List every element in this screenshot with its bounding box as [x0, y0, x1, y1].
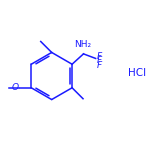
Text: F: F — [97, 61, 102, 70]
Text: O: O — [12, 83, 19, 92]
Text: F: F — [97, 52, 102, 61]
Text: F: F — [97, 56, 102, 65]
Text: HCl: HCl — [128, 68, 146, 78]
Text: NH₂: NH₂ — [74, 40, 91, 49]
